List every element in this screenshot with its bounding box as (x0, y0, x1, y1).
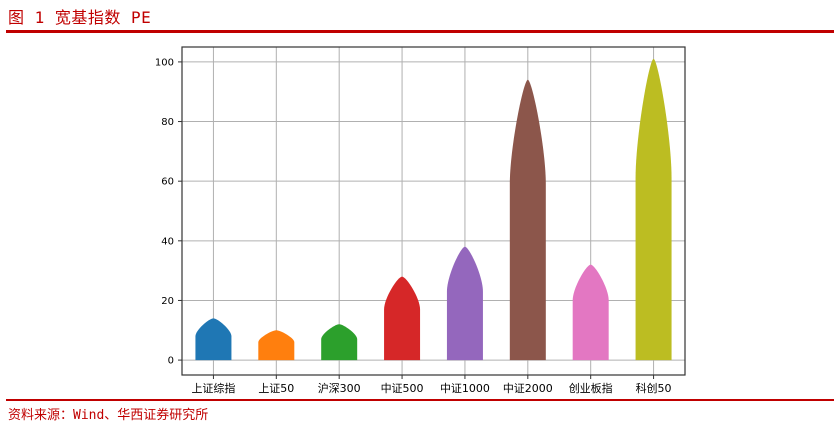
bar-3 (321, 324, 358, 361)
bar-5 (446, 246, 483, 361)
bar-8 (635, 58, 672, 361)
y-tick-label: 0 (168, 356, 174, 367)
bar-2 (258, 330, 295, 361)
source-note: 资料来源：Wind、华西证券研究所 (8, 408, 209, 423)
plot-frame (181, 46, 686, 376)
bar-7 (572, 264, 609, 361)
x-category-label: 创业板指 (569, 381, 613, 395)
x-category-label: 沪深300 (318, 381, 361, 395)
figure-title: 图 1 宽基指数 PE (8, 8, 152, 27)
y-tick-label: 40 (161, 236, 174, 247)
x-category-label: 中证500 (381, 382, 424, 395)
y-tick-label: 100 (155, 57, 174, 68)
y-tick-label: 60 (161, 177, 174, 188)
bar-1 (195, 318, 232, 361)
x-category-label: 中证2000 (503, 382, 553, 395)
y-tick-label: 80 (161, 117, 174, 128)
x-category-label: 上证50 (258, 382, 294, 395)
bar-6 (509, 79, 546, 361)
x-category-label: 上证综指 (191, 381, 235, 395)
y-tick-label: 20 (161, 296, 174, 307)
bottom-rule (6, 399, 834, 401)
x-category-label: 中证1000 (440, 382, 490, 395)
bar-4 (384, 276, 421, 361)
top-rule (6, 30, 834, 33)
x-category-label: 科创50 (636, 381, 672, 395)
